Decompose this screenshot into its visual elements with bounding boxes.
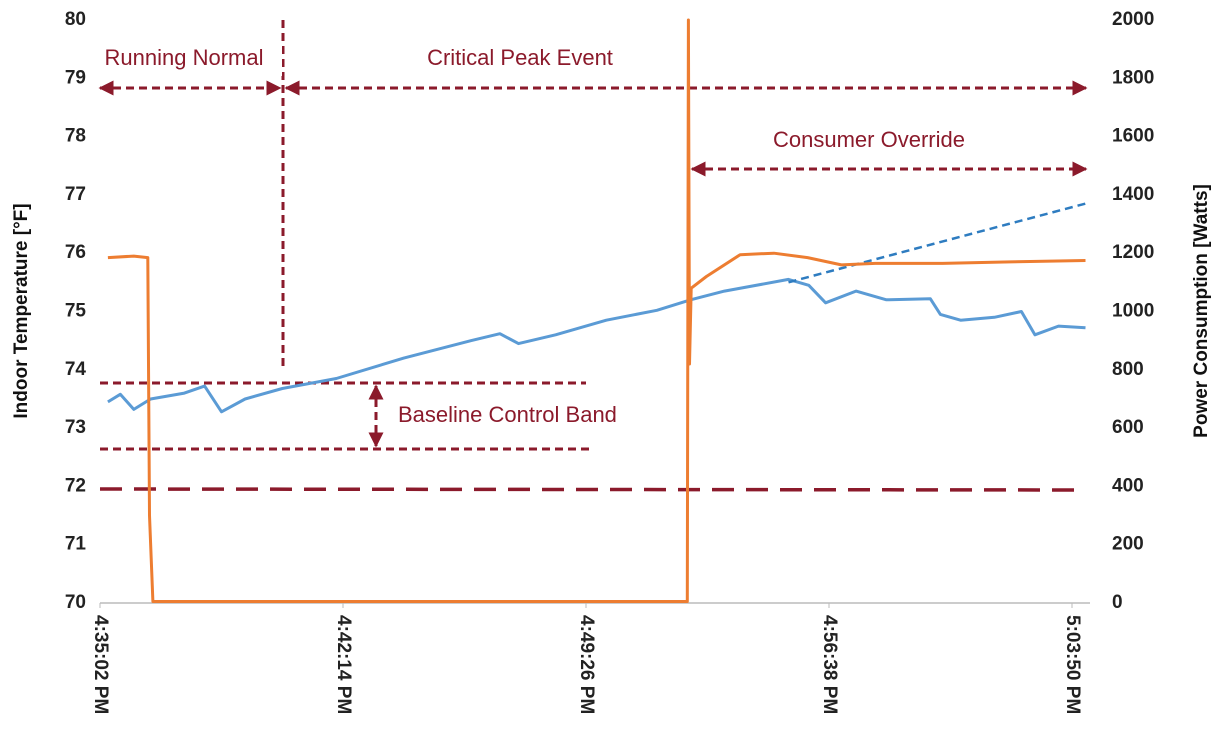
series-line: [107, 18, 1086, 603]
annotation: Critical Peak Event: [427, 45, 613, 70]
y2-tick-label: 1600: [1112, 126, 1154, 147]
label-bg: [86, 42, 282, 76]
x-tick-label: 4:42:14 PM: [333, 615, 354, 714]
y-tick-label: 74: [65, 359, 87, 380]
y2-tick-label: 1400: [1112, 184, 1154, 205]
x-tick-label: 5:03:50 PM: [1062, 615, 1083, 714]
y-tick-label: 79: [65, 67, 86, 88]
y2-tick-label: 1200: [1112, 242, 1154, 263]
y-tick-label: 72: [65, 475, 86, 496]
series-line: [107, 277, 1086, 414]
y-tick-label: 71: [65, 534, 87, 555]
y-tick-label: 75: [65, 301, 87, 322]
y2-tick-label: 2000: [1112, 9, 1154, 30]
annotation: Baseline Control Band: [398, 402, 617, 427]
annotation-shapes: [98, 20, 1088, 492]
y-tick-label: 73: [65, 417, 86, 438]
y-tick-label: 76: [65, 242, 86, 263]
y-axis-title: Indoor Temperature [°F]: [11, 203, 32, 418]
y-tick-label: 77: [65, 184, 86, 205]
x-tick-label: 4:35:02 PM: [90, 615, 111, 714]
y2-axis-title: Power Consumption [Watts]: [1191, 184, 1212, 438]
y2-tick-label: 800: [1112, 359, 1144, 380]
y2-tick-label: 1000: [1112, 301, 1154, 322]
series-line: [788, 202, 1086, 284]
y2-tick-label: 600: [1112, 417, 1144, 438]
y-tick-label: 78: [65, 126, 86, 147]
y2-tick-label: 400: [1112, 475, 1144, 496]
x-tick-label: 4:49:26 PM: [576, 615, 597, 714]
label-bg: [740, 124, 1000, 158]
x-tick-label: 4:56:38 PM: [819, 615, 840, 714]
setpoint-line: [99, 487, 1086, 492]
annotation: Consumer Override: [773, 127, 965, 152]
annotation: Running Normal: [105, 45, 264, 70]
y2-tick-label: 200: [1112, 534, 1144, 555]
y-tick-label: 80: [65, 9, 86, 30]
y2-tick-label: 1800: [1112, 67, 1154, 88]
y2-tick-label: 0: [1112, 592, 1123, 613]
label-bg: [300, 42, 740, 76]
y-tick-label: 70: [65, 592, 86, 613]
